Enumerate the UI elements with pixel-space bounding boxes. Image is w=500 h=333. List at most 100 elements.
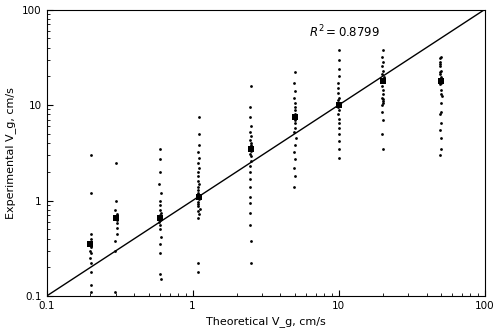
Point [436,78,444,83]
Point [436,72,444,77]
Point [291,120,299,126]
Point [291,125,299,130]
Point [156,207,164,212]
Point [247,134,255,139]
Point [247,124,255,129]
Point [436,120,444,126]
Point [246,149,254,154]
Point [379,60,387,65]
Point [292,136,300,141]
Point [112,160,120,165]
Point [290,150,298,155]
Point [291,117,299,123]
Point [379,87,387,92]
Point [112,238,120,243]
Point [436,64,444,69]
Point [292,173,300,179]
Point [112,225,120,230]
Point [246,210,254,215]
Point [247,238,255,243]
Point [112,216,120,221]
Point [113,231,121,236]
Point [194,216,202,221]
Point [436,56,444,61]
Point [378,96,386,101]
Point [246,105,254,110]
Point [334,74,342,79]
Point [194,194,202,199]
Point [247,158,255,164]
Point [86,251,94,256]
Point [156,146,164,151]
Point [290,130,298,135]
Point [157,277,165,282]
Point [438,93,446,99]
Point [378,131,386,137]
Point [246,130,254,135]
Point [112,211,120,217]
Point [156,190,164,196]
Point [156,251,164,256]
Point [379,77,387,82]
Point [247,143,255,148]
Point [156,214,164,220]
Point [436,112,444,117]
Point [156,216,164,221]
Point [292,112,300,117]
Point [246,223,254,228]
X-axis label: Theoretical V_g, cm/s: Theoretical V_g, cm/s [206,317,326,327]
Point [112,214,120,219]
Point [88,241,96,247]
Point [334,80,342,86]
Point [194,184,202,189]
Point [437,54,445,60]
Point [194,150,202,155]
Point [436,127,444,133]
Point [334,57,342,62]
Point [112,289,120,295]
Point [156,157,164,162]
Point [380,75,388,80]
Point [86,231,94,236]
Point [290,80,298,86]
Point [246,169,254,174]
Point [86,241,94,247]
Point [378,109,386,115]
Point [291,157,299,162]
Point [334,86,342,91]
Point [378,64,386,69]
Point [86,190,94,196]
Point [194,160,202,165]
Point [112,198,120,203]
Point [291,143,299,148]
Point [156,198,164,203]
Point [194,269,202,274]
Point [290,108,298,113]
Point [194,178,202,184]
Point [86,255,94,261]
Point [87,244,95,249]
Point [113,218,121,223]
Point [290,165,298,170]
Point [246,151,254,156]
Point [379,47,387,52]
Point [88,153,96,158]
Point [247,154,255,159]
Point [248,141,256,146]
Point [291,89,299,94]
Point [437,146,445,151]
Point [194,211,202,217]
Point [380,68,388,73]
Point [194,203,202,208]
Point [194,169,202,174]
Point [334,103,342,108]
Point [437,80,445,86]
Point [195,196,203,201]
Point [380,117,388,123]
Point [86,261,94,266]
Point [113,216,121,221]
Point [195,155,203,161]
Point [87,283,95,288]
Point [194,190,202,196]
Point [335,116,343,121]
